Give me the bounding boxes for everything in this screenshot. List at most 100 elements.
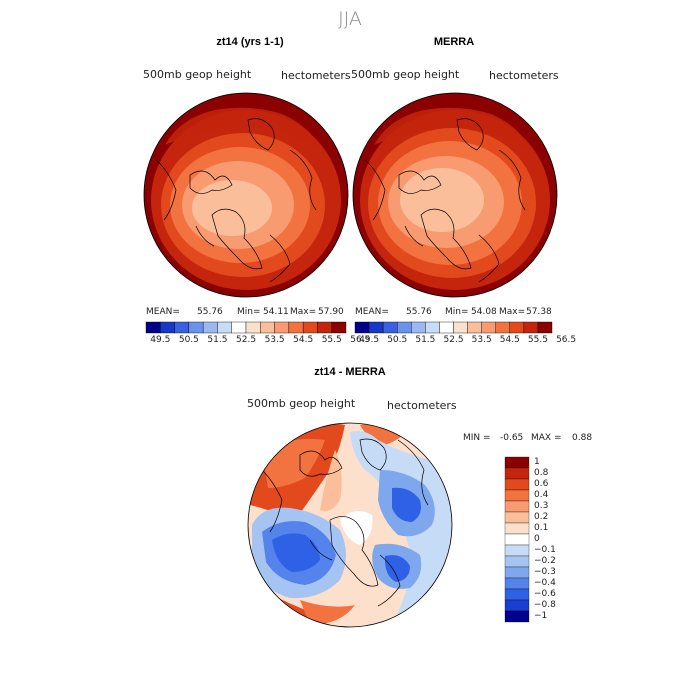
panel2-colorbar-swatch (453, 321, 468, 334)
panel1-colorbar-swatch (260, 321, 275, 334)
panel2-title: MERRA (433, 36, 475, 48)
panel3-colorbar-tick-label: 0.6 (534, 478, 549, 489)
panel1-colorbar-tick-label: 53.5 (264, 335, 285, 345)
panel3-units-label: hectometers (387, 399, 457, 412)
panel2-band-6 (400, 168, 484, 232)
panel2-colorbar-swatch (467, 321, 482, 334)
panel1-map-border (143, 92, 349, 298)
panel1-mean-label: MEAN= (146, 307, 180, 317)
panel3-colorbar-swatch (504, 467, 530, 480)
panel1-band-7 (165, 107, 322, 150)
panel3-colorbar-swatch (504, 566, 530, 579)
panel3-colorbar-swatch (504, 522, 530, 535)
panel3-colorbar-swatch (504, 599, 530, 612)
panel2-colorbar-swatch (397, 321, 412, 334)
panel2-map (353, 93, 557, 297)
panel3-colorbar-tick-label: −0.3 (534, 566, 556, 577)
panel2-colorbar-swatch (495, 321, 510, 334)
panel1-colorbar-swatch (217, 321, 232, 334)
panel2-variable-label: 500mb geop height (351, 68, 460, 81)
panel3-colorbar-swatch (504, 544, 530, 557)
panel2-colorbar-swatch (439, 321, 454, 334)
panel3-colorbar-swatch (504, 577, 530, 590)
panel1-colorbar-swatch (145, 321, 161, 334)
panel2-colorbar-swatch (368, 321, 384, 334)
panel1-variable-label: 500mb geop height (143, 68, 252, 81)
panel3-colorbar-tick-label: −0.8 (534, 599, 556, 610)
panel2-mean-value: 55.76 (406, 307, 432, 317)
panel3-colorbar-tick-label: −0.4 (534, 577, 556, 588)
panel3-colorbar-tick-label: 0.2 (534, 511, 549, 522)
panel1-title: zt14 (yrs 1-1) (216, 36, 284, 48)
panel3-coastlines (261, 438, 429, 607)
panel3-neg-east-outer (350, 431, 452, 625)
panel3-pos-south (300, 600, 355, 625)
figure-title: JJA (338, 8, 362, 30)
panel3-min-value: -0.65 (500, 433, 524, 443)
panel3-colorbar-swatch (504, 511, 530, 524)
panel2-colorbar-tick-label: 52.5 (443, 335, 464, 345)
panel3-colorbar-swatch (504, 588, 530, 601)
panel1-units-label: hectometers (281, 69, 351, 82)
panel2-colorbar-swatch (411, 321, 426, 334)
panel3-colorbar-swatch (504, 478, 530, 491)
panel2-min-label: Min= (445, 307, 469, 317)
panel1-colorbar (145, 321, 347, 334)
panel3-max-label: MAX = (531, 433, 562, 443)
panel1-colorbar-tick-label: 50.5 (178, 335, 199, 345)
panel2-colorbar-swatch (509, 321, 525, 334)
panel3-variable-label: 500mb geop height (247, 397, 356, 410)
panel1-min-label: Min= (237, 307, 261, 317)
panel3-max-value: 0.88 (572, 433, 593, 443)
panel3-min-label: MIN = (463, 433, 491, 443)
panel3-colorbar-swatch (504, 456, 530, 469)
panel2-colorbar-tick-label: 55.5 (527, 335, 548, 345)
panel3-colorbar-tick-label: 0.4 (534, 489, 549, 500)
panel2-colorbar-swatch (481, 321, 496, 334)
panel1-colorbar-swatch (245, 321, 261, 334)
panel3-colorbar-tick-label: −0.2 (534, 555, 556, 566)
panel2-colorbar-swatch (537, 321, 553, 334)
panel2-coastlines (364, 118, 526, 283)
panel1-colorbar-tick-label: 51.5 (207, 335, 228, 345)
panel2-colorbar-swatch (425, 321, 440, 334)
panel2-colorbar-tick-label: 54.5 (499, 335, 520, 345)
panel2-colorbar-swatch (354, 321, 370, 334)
panel3-colorbar-swatch (504, 500, 530, 513)
panel2-max-value: 57.38 (526, 307, 552, 317)
panel3-map (248, 423, 452, 627)
panel3-pos-channel (320, 450, 342, 512)
panel2-band-7 (374, 107, 531, 150)
panel3-title: zt14 - MERRA (314, 366, 386, 378)
panel1-colorbar-tick-label: 49.5 (150, 335, 171, 345)
panel3-colorbar-tick-label: 1 (534, 456, 540, 467)
panel3-colorbar-swatch (504, 489, 530, 502)
panel1-colorbar-swatch (188, 321, 204, 334)
panel3-colorbar-tick-label: 0.1 (534, 522, 549, 533)
panel3-neutral-center (340, 511, 373, 545)
panel1-min-value: 54.11 (263, 307, 289, 317)
panel1-colorbar-swatch (302, 321, 318, 334)
panel1-colorbar-swatch (202, 321, 218, 334)
panel1-max-value: 57.90 (318, 307, 344, 317)
panel3-colorbar-tick-label: 0.3 (534, 500, 549, 511)
panel1-colorbar-swatch (288, 321, 304, 334)
panel1-colorbar-swatch (160, 321, 175, 334)
panel3-colorbar-tick-label: −0.6 (534, 588, 556, 599)
panel1-colorbar-tick-label: 52.5 (236, 335, 257, 345)
panel1-max-label: Max= (290, 307, 317, 317)
panel2-colorbar-tick-label: 49.5 (359, 335, 380, 345)
panel2-min-value: 54.08 (471, 307, 497, 317)
panel3-colorbar-tick-label: −1 (534, 610, 548, 621)
panel2-colorbar-tick-label: 56.5 (556, 335, 577, 345)
panel1-map (144, 93, 348, 297)
panel2-max-label: Max= (499, 307, 526, 317)
panel1-colorbar-tick-label: 56.5 (350, 335, 371, 345)
panel1-colorbar-swatch (274, 321, 290, 334)
panel1-colorbar-swatch (331, 321, 347, 334)
panel1-colorbar-tick-label: 54.5 (293, 335, 314, 345)
panel2-colorbar (354, 321, 553, 334)
panel1-band-6 (192, 180, 272, 236)
panel3-colorbar-tick-label: 0.8 (534, 467, 549, 478)
